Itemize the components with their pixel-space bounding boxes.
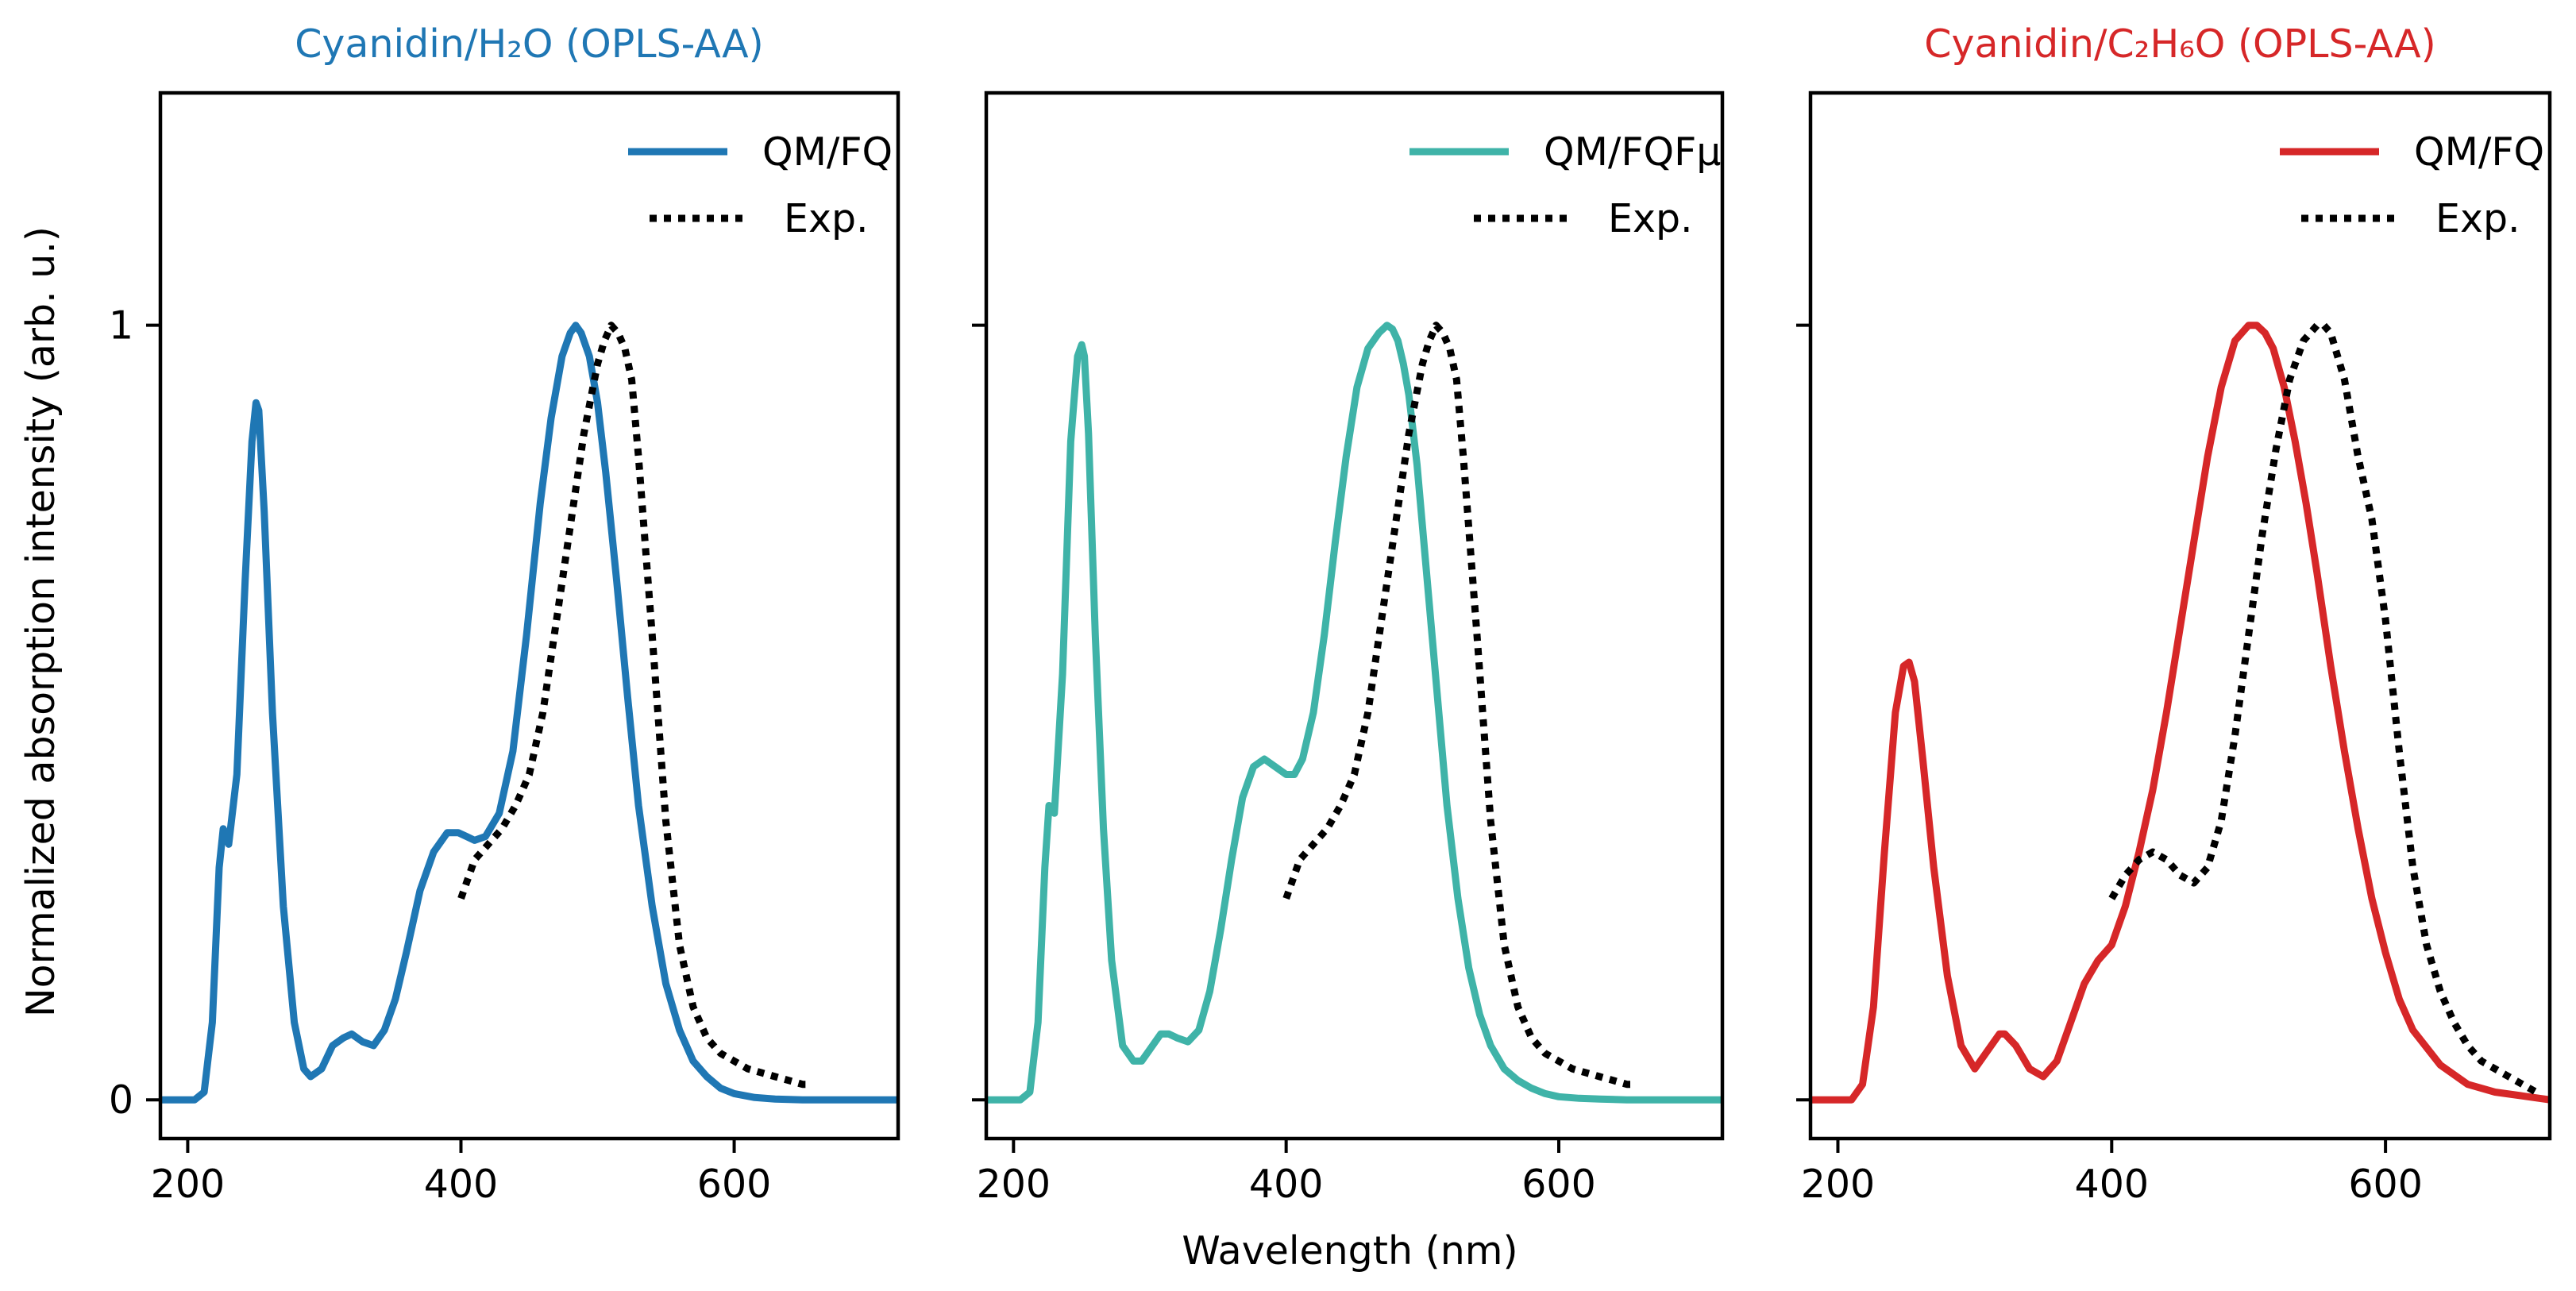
legend-label: Exp. xyxy=(1608,196,1693,241)
axes-frame xyxy=(1808,91,2552,1141)
x-tick-label: 200 xyxy=(151,1162,226,1207)
x-tick-label: 400 xyxy=(2075,1162,2150,1207)
series-line-calc xyxy=(160,322,898,1104)
panel-title: Cyanidin/C₂H₆O (OPLS-AA) xyxy=(1924,21,2435,67)
legend-label: Exp. xyxy=(2435,196,2520,241)
legend-label: QM/FQ xyxy=(2414,129,2544,175)
x-tick-label: 400 xyxy=(424,1162,499,1207)
legend-label: Exp. xyxy=(784,196,869,241)
x-tick-label: 600 xyxy=(2348,1162,2423,1207)
legend-label: QM/FQ xyxy=(762,129,893,175)
series-line-exp xyxy=(457,322,810,1089)
y-tick-label: 0 xyxy=(109,1077,133,1123)
series-line-exp xyxy=(1282,322,1634,1089)
panel-1: Cyanidin/H₂O (OPLS-AA) 200 400 600 0 1 QM/FQ Ex… xyxy=(109,21,900,1207)
panel-title: Cyanidin/H₂O (OPLS-AA) xyxy=(295,21,764,67)
x-tick-label: 200 xyxy=(977,1162,1051,1207)
x-tick-label: 400 xyxy=(1249,1162,1324,1207)
series-line-exp xyxy=(2108,322,2539,1096)
panel-3: Cyanidin/C₂H₆O (OPLS-AA) 200 400 600 QM/FQ Ex… xyxy=(1796,21,2552,1207)
x-axis-label: Wavelength (nm) xyxy=(1182,1228,1517,1274)
axes-frame xyxy=(158,91,900,1141)
legend-label: QM/FQFμ xyxy=(1544,129,1721,175)
x-tick-label: 600 xyxy=(697,1162,772,1207)
y-axis-label: Normalized absorption intensity (arb. u.… xyxy=(18,226,64,1017)
series-line-calc xyxy=(986,322,1722,1104)
x-tick-label: 200 xyxy=(1801,1162,1876,1207)
axes-frame xyxy=(984,91,1725,1141)
series-line-calc xyxy=(1811,322,2550,1104)
panel-2: 200 400 600 QM/FQFμ Exp. xyxy=(972,91,1725,1207)
x-tick-label: 600 xyxy=(1521,1162,1596,1207)
y-tick-label: 1 xyxy=(109,303,133,349)
